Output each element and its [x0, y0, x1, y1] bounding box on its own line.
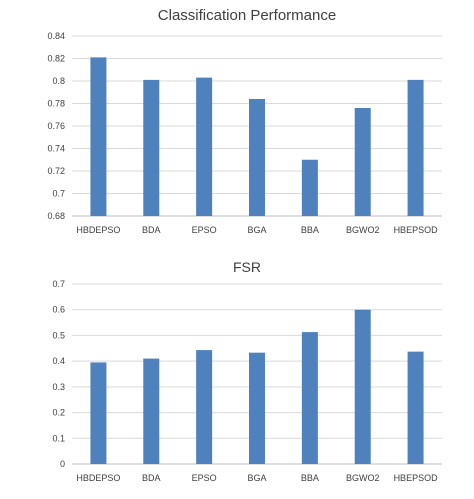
x-tick-label: HBEPSOD [394, 225, 439, 235]
x-tick-label: HBDEPSO [76, 225, 120, 235]
y-tick-label: 0.7 [52, 279, 65, 289]
y-tick-label: 0.1 [52, 433, 65, 443]
chart-title: Classification Performance [158, 7, 336, 24]
x-tick-label: BGWO2 [346, 225, 380, 235]
x-tick-label: HBDEPSO [76, 473, 120, 483]
bar [249, 99, 265, 216]
x-tick-label: BDA [142, 225, 161, 235]
x-tick-label: BGA [247, 473, 266, 483]
y-tick-label: 0.74 [47, 144, 65, 154]
x-tick-label: BDA [142, 473, 161, 483]
bar [301, 332, 318, 464]
bar [249, 352, 265, 464]
y-tick-label: 0.2 [52, 408, 65, 418]
bar [354, 108, 371, 216]
y-tick-label: 0.78 [47, 99, 65, 109]
y-tick-label: 0.76 [47, 121, 65, 131]
bar [407, 351, 424, 464]
y-tick-label: 0.6 [52, 305, 65, 315]
bar [143, 358, 160, 464]
y-tick-label: 0.7 [52, 189, 65, 199]
x-tick-label: BBA [301, 225, 319, 235]
y-tick-label: 0.5 [52, 330, 65, 340]
y-tick-label: 0.68 [47, 211, 65, 221]
y-tick-label: 0.4 [52, 356, 65, 366]
bar [196, 77, 213, 216]
x-tick-label: BGWO2 [346, 473, 380, 483]
x-tick-label: BBA [301, 473, 319, 483]
bar [90, 362, 107, 464]
chart-classification-performance: Classification Performance 0.68 0.7 0.72 0.… [47, 7, 442, 235]
x-tick-label: EPSO [192, 473, 217, 483]
y-tick-label: 0.8 [52, 76, 65, 86]
y-tick-label: 0.84 [47, 31, 65, 41]
x-tick-label: HBEPSOD [394, 473, 439, 483]
bar [143, 79, 160, 216]
chart-fsr: FSR 0 0.1 0.2 0.3 0.4 0.5 0.6 0.7 HBDEPSO BDA EPS… [52, 259, 442, 483]
y-tick-label: 0.3 [52, 382, 65, 392]
bar [407, 79, 424, 216]
bar [301, 159, 318, 216]
x-tick-label: BGA [247, 225, 266, 235]
x-tick-label: EPSO [192, 225, 217, 235]
y-tick-label: 0.82 [47, 54, 65, 64]
bar [196, 350, 213, 464]
bar [354, 309, 371, 464]
y-tick-label: 0 [60, 459, 65, 469]
chart-title: FSR [233, 259, 261, 275]
bar [90, 57, 107, 216]
y-tick-label: 0.72 [47, 166, 65, 176]
